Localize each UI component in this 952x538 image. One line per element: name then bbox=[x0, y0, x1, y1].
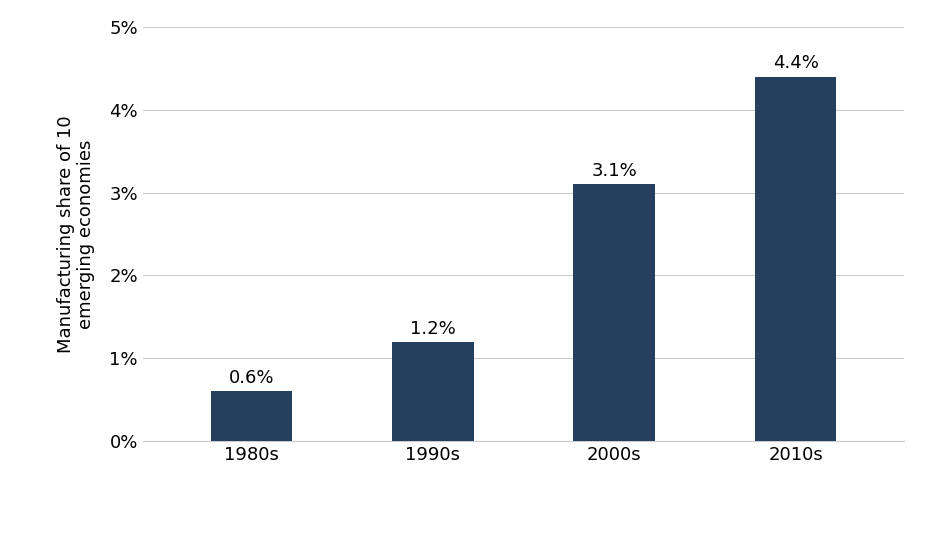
Text: 0.6%: 0.6% bbox=[228, 369, 274, 387]
Text: 1.2%: 1.2% bbox=[410, 320, 456, 338]
Bar bbox=[210, 392, 292, 441]
Text: 3.1%: 3.1% bbox=[591, 162, 637, 180]
Y-axis label: Manufacturing share of 10
emerging economies: Manufacturing share of 10 emerging econo… bbox=[56, 115, 95, 353]
Bar bbox=[755, 76, 837, 441]
Bar bbox=[573, 185, 655, 441]
Text: 4.4%: 4.4% bbox=[773, 54, 819, 73]
Bar bbox=[392, 342, 474, 441]
